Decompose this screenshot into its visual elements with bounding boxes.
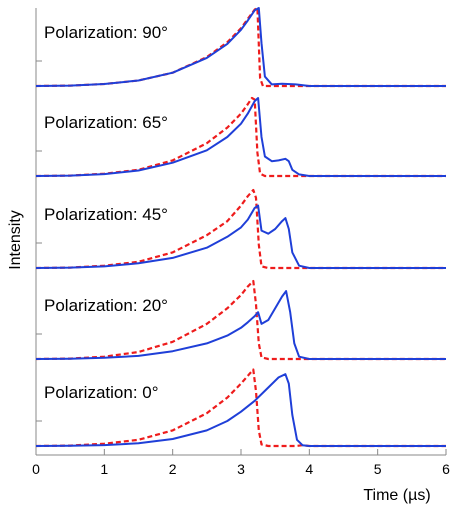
panel-label: Polarization: 20° [44, 296, 168, 315]
series-line-red-dashed [35, 279, 446, 361]
series-line-blue [35, 7, 446, 87]
x-tick-label: 2 [169, 461, 177, 477]
intensity-panels: Polarization: 90° Polarization: 65° Polari… [35, 6, 446, 448]
panel-label: Polarization: 0° [44, 383, 159, 402]
panel-0: Polarization: 90° [35, 6, 446, 88]
series-line-red-dashed [35, 368, 446, 448]
series-line-blue [35, 290, 446, 360]
x-tick-label: 4 [305, 461, 313, 477]
series-line-blue [35, 373, 446, 447]
panel-label: Polarization: 90° [44, 23, 168, 42]
x-tick-label: 5 [374, 461, 382, 477]
series-line-red-dashed [35, 96, 446, 178]
series-line-blue [35, 97, 446, 177]
panel-1: Polarization: 65° [35, 96, 446, 178]
series-line-blue [35, 204, 446, 269]
panel-4: Polarization: 0° [35, 368, 446, 448]
x-tick-label: 6 [442, 461, 450, 477]
panel-label: Polarization: 45° [44, 205, 168, 224]
panel-2: Polarization: 45° [35, 188, 446, 270]
x-axis-title: Time (µs) [363, 487, 430, 504]
panel-label: Polarization: 65° [44, 113, 168, 132]
panel-3: Polarization: 20° [35, 279, 446, 361]
series-line-red-dashed [35, 188, 446, 270]
x-tick-label: 0 [32, 461, 40, 477]
series-line-red-dashed [35, 6, 446, 88]
x-tick-label: 3 [237, 461, 245, 477]
x-tick-label: 1 [100, 461, 108, 477]
y-axis-title: Intensity [7, 210, 24, 270]
